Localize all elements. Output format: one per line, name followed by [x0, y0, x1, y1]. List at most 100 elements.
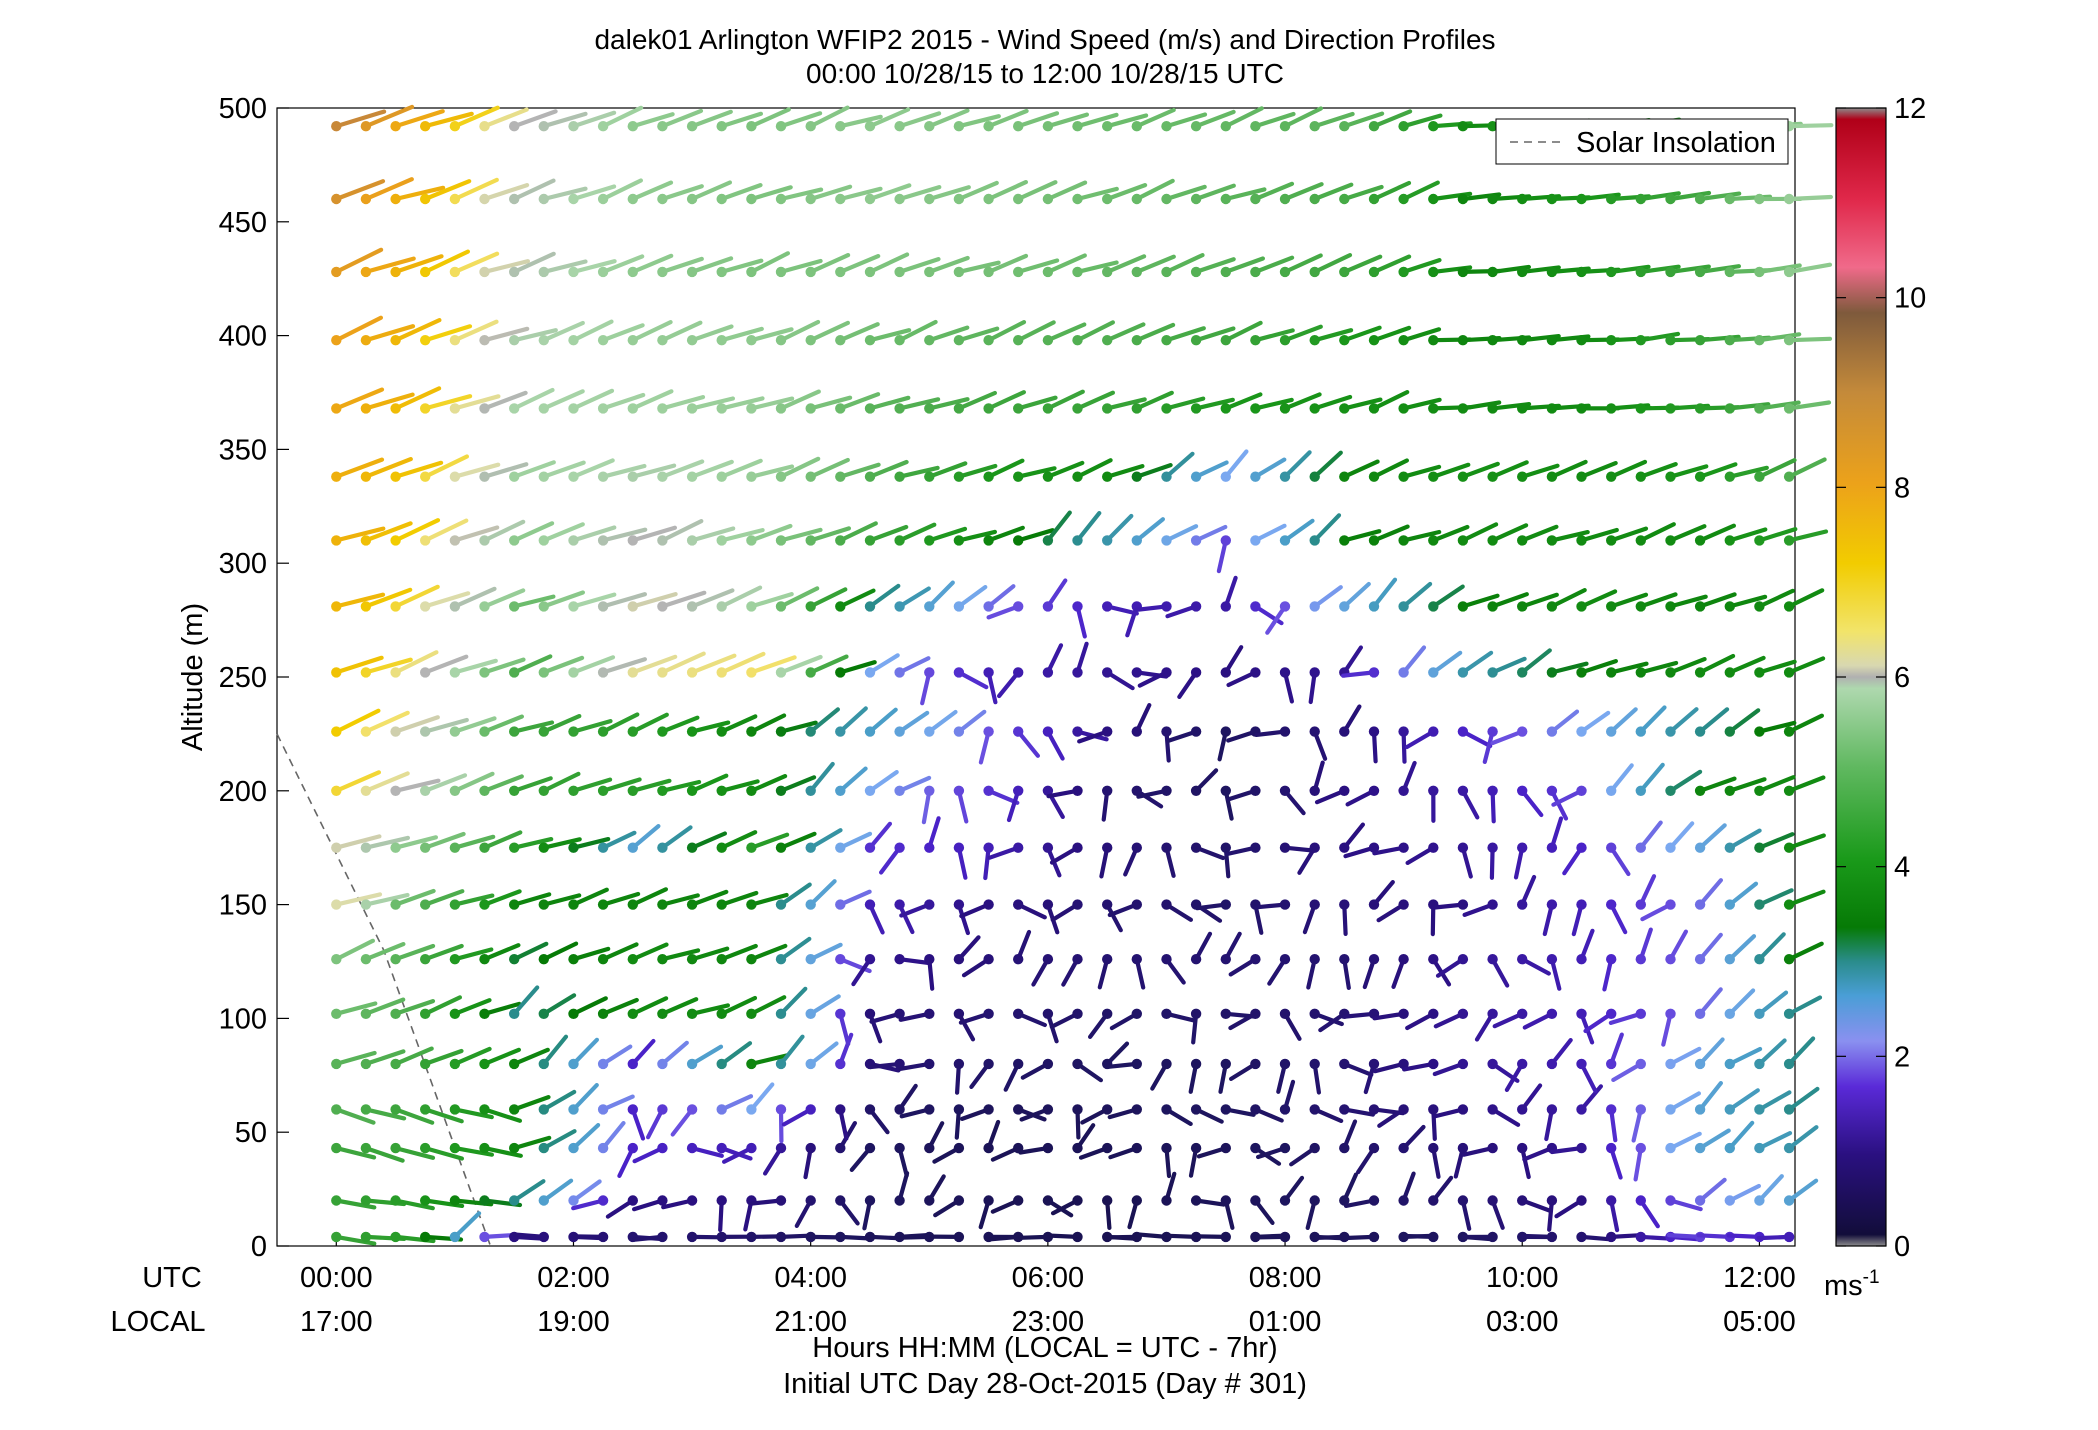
wind-barb-dot [1132, 1104, 1142, 1114]
wind-barb-dot [1784, 1059, 1794, 1069]
wind-barb-dot [1754, 1143, 1764, 1153]
wind-barb-dot [1043, 667, 1053, 677]
wind-barb-dot [1606, 194, 1616, 204]
wind-barb-dot [746, 601, 756, 611]
wind-barb-dot [865, 667, 875, 677]
wind-barb-dot [776, 1232, 786, 1242]
wind-barb-dot [1576, 1143, 1586, 1153]
wind-barb-stick [722, 1043, 750, 1064]
wind-barb-dot [539, 954, 549, 964]
wind-barb-dot [539, 786, 549, 796]
wind-barb-dot [539, 726, 549, 736]
wind-barb-dot [1072, 1143, 1082, 1153]
wind-barb-dot [539, 601, 549, 611]
wind-barb-dot [1102, 472, 1112, 482]
wind-barb-dot [835, 667, 845, 677]
wind-barb-dot [450, 726, 460, 736]
wind-barb-dot [835, 601, 845, 611]
wind-barb-dot [539, 1195, 549, 1205]
wind-barb-dot [568, 954, 578, 964]
wind-barb-dot [1695, 472, 1705, 482]
wind-barb-dot [954, 1059, 964, 1069]
wind-barb-dot [746, 472, 756, 482]
wind-barb-stick [1789, 1039, 1813, 1064]
wind-barb-dot [1784, 1195, 1794, 1205]
wind-barb-dot [1013, 1009, 1023, 1019]
wind-barbs [331, 107, 1831, 1244]
wind-barb-dot [1013, 121, 1023, 131]
wind-barb-dot [687, 899, 697, 909]
wind-barb-dot [1517, 726, 1527, 736]
wind-barb-dot [657, 472, 667, 482]
wind-barb-dot [1576, 335, 1586, 345]
wind-barb-dot [1458, 899, 1468, 909]
wind-barb-dot [746, 121, 756, 131]
wind-barb-dot [983, 267, 993, 277]
wind-barb-dot [1369, 1104, 1379, 1114]
wind-barb-stick [1433, 587, 1462, 607]
wind-barb-dot [983, 726, 993, 736]
wind-barb-dot [1310, 1009, 1320, 1019]
wind-barb-dot [746, 1009, 756, 1019]
wind-barb-stick [1078, 513, 1100, 540]
wind-barb-dot [717, 472, 727, 482]
wind-barb-dot [657, 667, 667, 677]
wind-barb-dot [1725, 1195, 1735, 1205]
wind-barb-dot [361, 726, 371, 736]
wind-barb-dot [1725, 194, 1735, 204]
wind-barb-dot [1013, 1195, 1023, 1205]
wind-barb-dot [1576, 1009, 1586, 1019]
wind-barb-dot [1280, 121, 1290, 131]
wind-barb-dot [1665, 1143, 1675, 1153]
wind-barb-dot [1191, 843, 1201, 853]
wind-barb-dot [717, 335, 727, 345]
wind-barb-dot [1339, 267, 1349, 277]
wind-barb-dot [983, 535, 993, 545]
wind-barb-dot [687, 267, 697, 277]
wind-barb-dot [1339, 1143, 1349, 1153]
wind-barb-stick [1522, 650, 1550, 672]
wind-barb-stick [1789, 944, 1822, 960]
wind-barb-dot [539, 535, 549, 545]
wind-barb-dot [746, 1104, 756, 1114]
wind-barb-dot [1576, 726, 1586, 736]
wind-barb-dot [865, 121, 875, 131]
wind-barb-dot [1072, 899, 1082, 909]
wind-barb-dot [598, 843, 608, 853]
wind-barb-dot [1339, 843, 1349, 853]
wind-barb-dot [1606, 1059, 1616, 1069]
wind-barb-dot [865, 403, 875, 413]
wind-barb-dot [835, 1195, 845, 1205]
wind-barb-stick [781, 989, 805, 1014]
wind-barb-dot [1013, 899, 1023, 909]
wind-barb-dot [1043, 1059, 1053, 1069]
wind-barb-dot [1398, 601, 1408, 611]
wind-barb-dot [1547, 899, 1557, 909]
wind-barb-dot [1547, 1195, 1557, 1205]
wind-barb-dot [1221, 535, 1231, 545]
wind-barb-dot [983, 1143, 993, 1153]
wind-barb-dot [1310, 954, 1320, 964]
wind-barb-dot [1072, 194, 1082, 204]
wind-barb-dot [924, 1195, 934, 1205]
wind-barb-dot [568, 267, 578, 277]
wind-barb-dot [1487, 954, 1497, 964]
wind-barb-dot [1398, 1104, 1408, 1114]
wind-barb-dot [717, 535, 727, 545]
wind-barb-dot [1636, 1009, 1646, 1019]
wind-barb-dot [894, 267, 904, 277]
wind-barb-dot [924, 726, 934, 736]
wind-barb-dot [509, 1195, 519, 1205]
wind-barb-dot [835, 335, 845, 345]
wind-barb-dot [1695, 899, 1705, 909]
wind-barb-dot [1339, 121, 1349, 131]
wind-barb-dot [1517, 403, 1527, 413]
wind-barb-stick [811, 709, 838, 731]
wind-barb-dot [331, 403, 341, 413]
wind-barb-dot [806, 1195, 816, 1205]
wind-barb-dot [1547, 535, 1557, 545]
wind-barb-dot [1695, 667, 1705, 677]
wind-barb-dot [628, 954, 638, 964]
wind-barb-dot [568, 786, 578, 796]
